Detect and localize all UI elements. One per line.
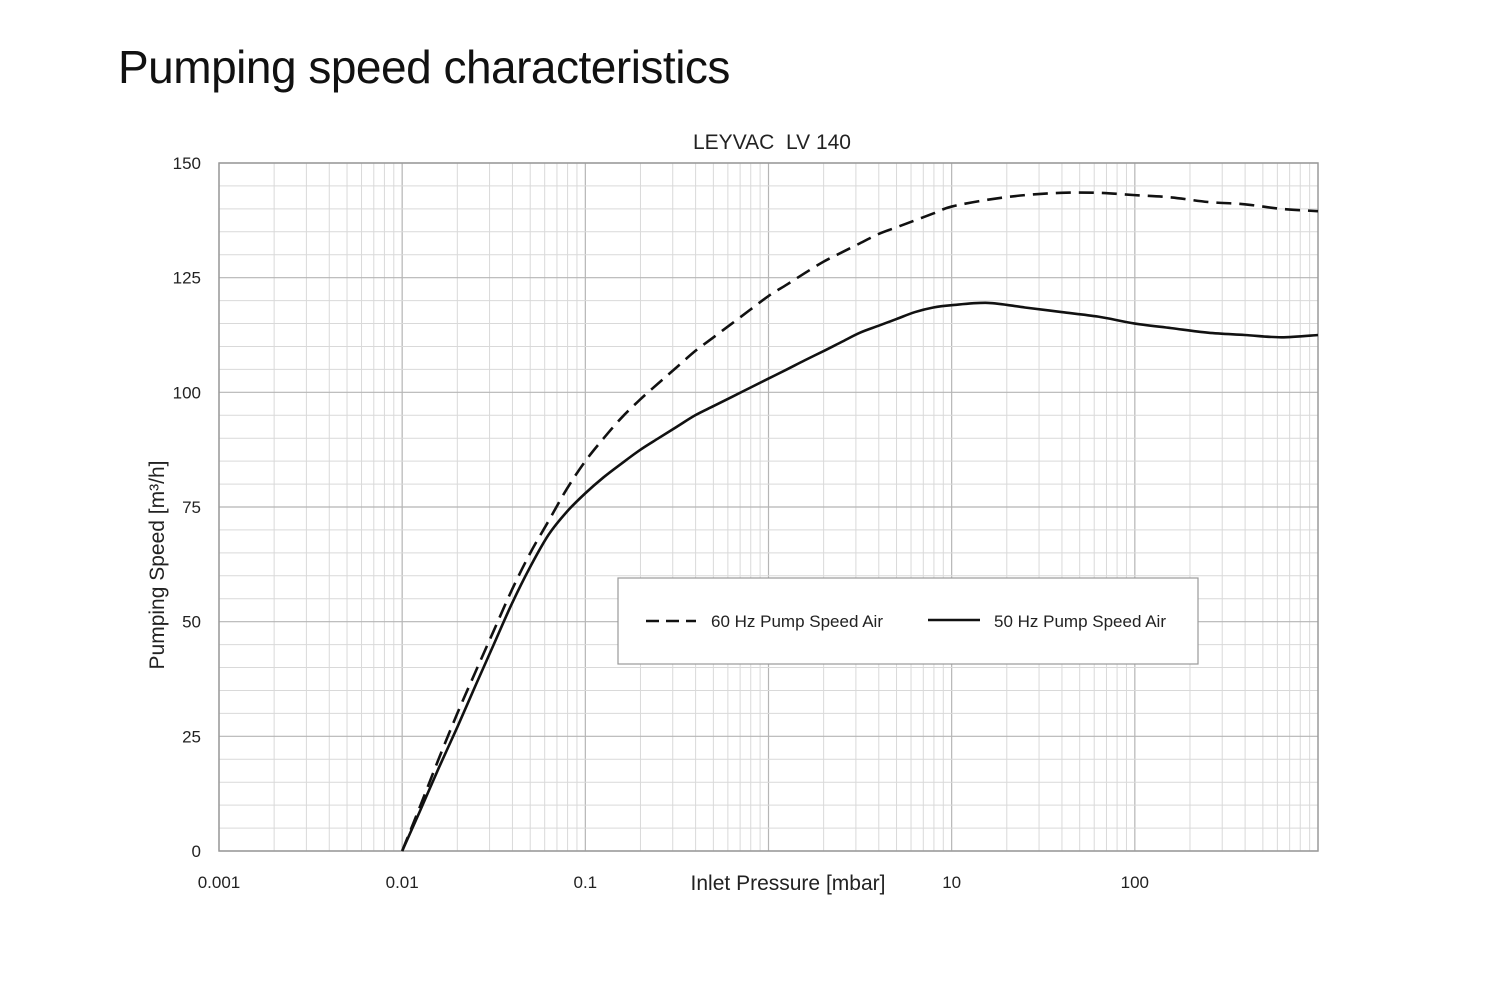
x-tick-label: 0.01 bbox=[386, 873, 419, 892]
tick-labels: 0.001 0.01 0.1 10 100 0 25 50 75 100 125 150 bbox=[173, 154, 1149, 892]
y-axis-label: Pumping Speed [m³/h] bbox=[146, 461, 169, 670]
series-line-50hz bbox=[400, 301, 1319, 852]
page-title: Pumping speed characteristics bbox=[118, 41, 730, 93]
legend-box bbox=[617, 577, 1199, 665]
legend: 60 Hz Pump Speed Air 50 Hz Pump Speed Ai… bbox=[617, 577, 1199, 665]
legend-label-50hz: 50 Hz Pump Speed Air bbox=[994, 612, 1166, 631]
chart-title: LEYVAC LV 140 bbox=[693, 131, 851, 154]
x-axis-label: Inlet Pressure [mbar] bbox=[691, 872, 886, 895]
series-layer bbox=[400, 191, 1319, 852]
y-tick-label: 125 bbox=[173, 269, 201, 288]
plot-area bbox=[218, 162, 1319, 852]
y-tick-label: 100 bbox=[173, 383, 201, 402]
x-tick-label: 0.001 bbox=[198, 873, 241, 892]
grid bbox=[218, 162, 1318, 852]
y-tick-label: 0 bbox=[192, 842, 201, 861]
y-tick-label: 50 bbox=[182, 613, 201, 632]
legend-label-60hz: 60 Hz Pump Speed Air bbox=[711, 612, 883, 631]
x-tick-label: 100 bbox=[1121, 873, 1149, 892]
x-tick-label: 0.1 bbox=[574, 873, 598, 892]
series-line-60hz bbox=[400, 191, 1319, 852]
y-tick-label: 25 bbox=[182, 727, 201, 746]
y-tick-label: 75 bbox=[182, 498, 201, 517]
x-tick-label: 10 bbox=[942, 873, 961, 892]
y-tick-label: 150 bbox=[173, 154, 201, 173]
